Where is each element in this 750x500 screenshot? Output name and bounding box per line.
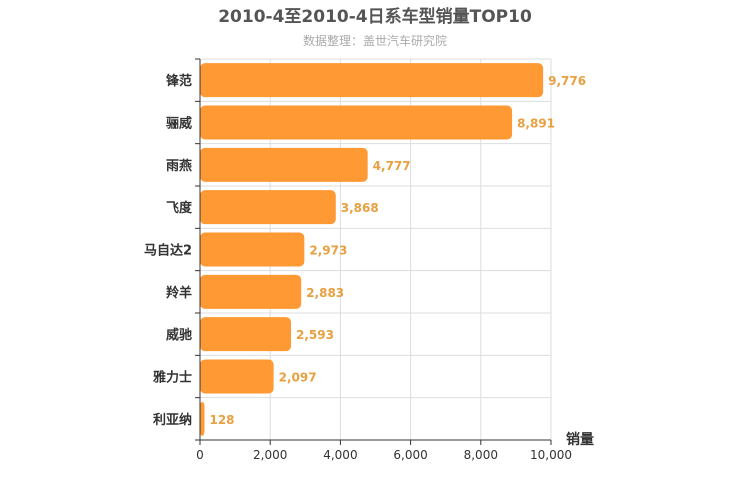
category-label: 雨燕 <box>166 158 192 174</box>
bar[interactable] <box>200 317 292 352</box>
value-label: 3,868 <box>341 201 379 215</box>
category-label: 利亚纳 <box>153 412 192 428</box>
value-label: 2,973 <box>309 244 347 258</box>
category-label: 马自达2 <box>144 243 192 259</box>
value-label: 9,776 <box>548 74 586 88</box>
category-label: 锋范 <box>166 73 192 89</box>
x-axis-unit-label: 销量 <box>566 431 594 448</box>
x-tick-label: 2,000 <box>253 448 287 462</box>
category-label: 羚羊 <box>166 285 192 301</box>
x-tick-label: 0 <box>196 448 204 462</box>
value-label: 128 <box>209 413 234 427</box>
x-tick-label: 10,000 <box>530 448 572 462</box>
value-label: 8,891 <box>517 117 555 131</box>
bar[interactable] <box>200 274 302 309</box>
value-label: 2,593 <box>296 328 334 342</box>
chart-subtitle: 数据整理：盖世汽车研究院 <box>303 33 447 48</box>
bar[interactable] <box>200 401 205 436</box>
bar[interactable] <box>200 63 544 98</box>
x-tick-label: 8,000 <box>464 448 498 462</box>
category-label: 威驰 <box>166 327 192 343</box>
category-label: 雅力士 <box>153 370 192 386</box>
value-label: 2,883 <box>306 286 344 300</box>
bar[interactable] <box>200 147 368 182</box>
value-label: 4,777 <box>373 159 411 173</box>
x-tick-label: 6,000 <box>393 448 427 462</box>
value-label: 2,097 <box>279 371 317 385</box>
bar[interactable] <box>200 232 305 267</box>
chart-title: 2010-4至2010-4日系车型销量TOP10 <box>218 6 532 27</box>
bar[interactable] <box>200 105 513 140</box>
category-label: 骊威 <box>166 116 192 132</box>
x-tick-label: 4,000 <box>323 448 357 462</box>
category-label: 飞度 <box>166 200 193 216</box>
bars-group: 9,776 8,891 4,777 3,868 2,973 2,883 2,593 2,097… <box>200 63 586 436</box>
bar[interactable] <box>200 190 336 225</box>
bar[interactable] <box>200 359 274 394</box>
